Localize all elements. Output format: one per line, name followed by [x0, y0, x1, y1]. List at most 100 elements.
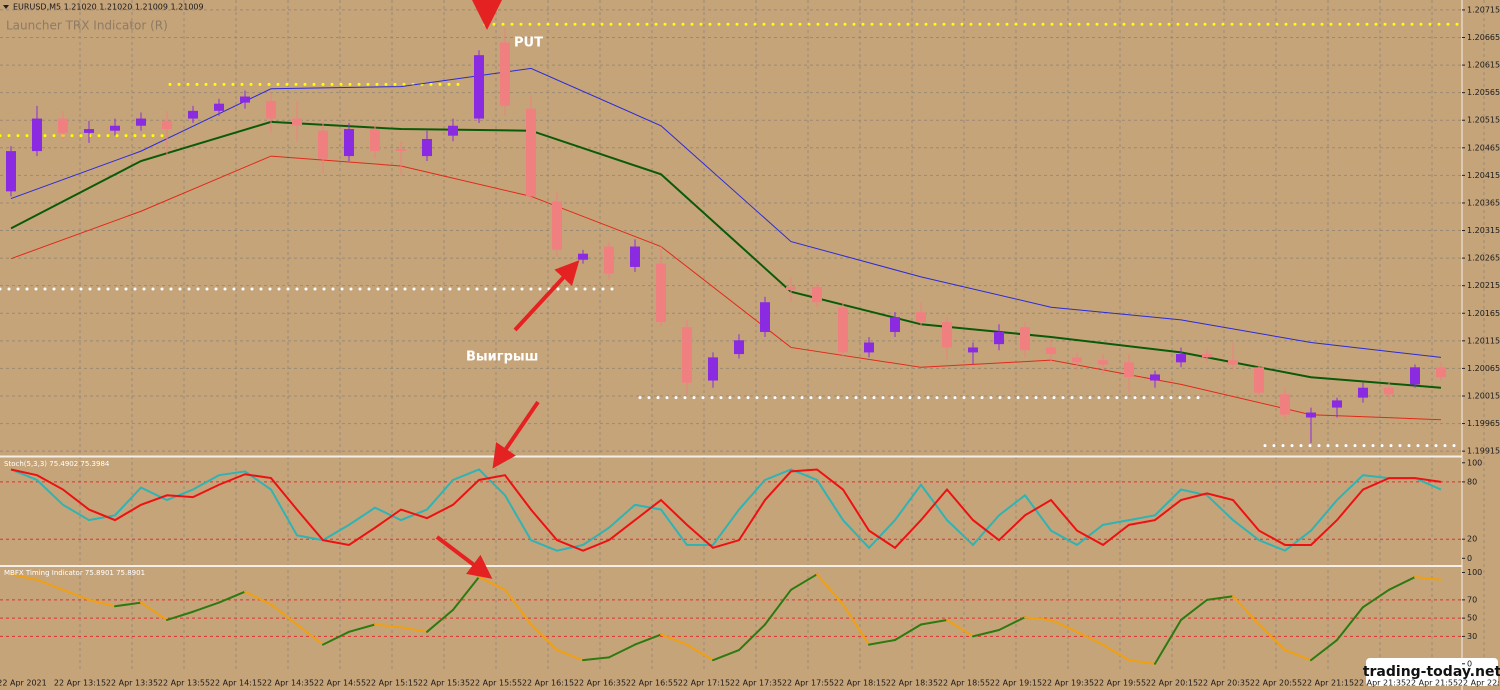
candle-body [84, 129, 94, 133]
x-tick-label: 22 Apr 17:55 [782, 679, 834, 688]
candle-body [1254, 367, 1264, 393]
indicator-segment [946, 618, 974, 638]
candle-body [760, 302, 770, 333]
indicator-segment [296, 623, 324, 646]
candle-body [734, 340, 744, 355]
candle-body [500, 42, 510, 106]
y-tick-label: 1.20365 [1467, 198, 1500, 207]
x-tick-label: 22 Apr 16:55 [626, 679, 678, 688]
y-tick-label: 1.20515 [1467, 116, 1500, 125]
y-tick-label: 1.20115 [1467, 336, 1500, 345]
y-tick-label: 1.20015 [1467, 391, 1500, 400]
indicator-segment [1024, 616, 1052, 621]
band-line [10, 155, 1442, 421]
y-tick-label: 1.19915 [1467, 447, 1500, 456]
indicator-segment [972, 629, 1000, 638]
indicator-segment [400, 626, 428, 633]
x-tick-label: 22 Apr 13:15 [54, 679, 106, 688]
y-tick-label: 1.19965 [1467, 419, 1500, 428]
candle-body [1384, 387, 1394, 395]
x-tick-label: 22 Apr 2021 [0, 679, 47, 688]
y-tick-label: 1.20565 [1467, 88, 1500, 97]
candle-body [188, 110, 198, 119]
indicator-title: MBFX Timing Indicator 75.8901 75.8901 [4, 569, 145, 577]
candle-body [422, 138, 432, 157]
x-tick-label: 22 Apr 17:35 [730, 679, 782, 688]
candle-body [1072, 357, 1082, 363]
indicator-segment [894, 623, 922, 642]
indicator-segment [1336, 606, 1364, 642]
indicator-segment [998, 616, 1026, 631]
candle-body [526, 108, 536, 197]
candle-body [448, 125, 458, 136]
indicator-segment [608, 643, 636, 659]
x-tick-label: 22 Apr 20:35 [1198, 679, 1250, 688]
candle-body [58, 118, 68, 133]
indicator-segment [218, 590, 246, 604]
y-tick-label: 0 [1467, 554, 1472, 563]
y-tick-label: 100 [1467, 458, 1482, 467]
indicator-segment [686, 643, 714, 662]
candle-body [6, 151, 16, 192]
candle-body [1124, 362, 1134, 378]
indicator-segment [36, 578, 64, 591]
candle-body [1020, 327, 1030, 351]
indicator-segment [1128, 659, 1156, 665]
x-tick-label: 22 Apr 16:35 [574, 679, 626, 688]
x-tick-label: 22 Apr 14:55 [314, 679, 366, 688]
candle-body [916, 312, 926, 323]
indicator-segment [478, 576, 506, 591]
candle-body [266, 100, 276, 119]
candle-body [396, 148, 406, 152]
candle-body [318, 130, 328, 159]
candle-body [864, 342, 874, 353]
candle-body [786, 286, 796, 291]
indicator-segment [374, 623, 402, 629]
indicator-segment [1284, 649, 1312, 662]
candle-body [32, 118, 42, 152]
x-tick-label: 22 Apr 21:55 [1406, 679, 1458, 688]
y-tick-label: 1.20615 [1467, 61, 1500, 70]
y-tick-label: 1.20465 [1467, 143, 1500, 152]
y-tick-label: 1.20715 [1467, 5, 1500, 14]
x-tick-label: 22 Apr 20:15 [1146, 679, 1198, 688]
candle-body [1150, 374, 1160, 381]
candle-body [1046, 347, 1056, 355]
candle-body [604, 246, 614, 274]
indicator-segment [166, 610, 194, 621]
x-tick-label: 22 Apr 19:35 [1042, 679, 1094, 688]
x-tick-label: 22 Apr 13:55 [158, 679, 210, 688]
y-tick-label: 70 [1467, 595, 1477, 604]
indicator-segment [1414, 576, 1442, 581]
candle-body [214, 103, 224, 111]
y-tick-label: 50 [1467, 614, 1477, 623]
annotation: Выигрыш [466, 350, 538, 365]
candle-body [578, 253, 588, 260]
x-tick-label: 22 Apr 14:35 [262, 679, 314, 688]
y-tick-label: 1.20315 [1467, 226, 1500, 235]
indicator-name: Launcher TRX Indicator (R) [6, 19, 168, 33]
indicator-segment [764, 588, 792, 626]
y-tick-label: 100 [1467, 568, 1482, 577]
candle-body [1306, 412, 1316, 418]
indicator-segment [712, 649, 740, 662]
indicator-segment [1206, 595, 1234, 601]
candle-body [1332, 400, 1342, 408]
indicator-segment [660, 633, 688, 646]
menu-icon[interactable] [3, 5, 9, 9]
x-tick-label: 22 Apr 15:35 [418, 679, 470, 688]
candle-body [890, 317, 900, 333]
candle-body [240, 96, 250, 103]
band-line [10, 67, 1442, 358]
indicator-segment [1180, 598, 1208, 621]
indicator-segment [530, 623, 558, 652]
candle-body [1436, 367, 1446, 378]
candle-body [838, 307, 848, 353]
candle-body [942, 322, 952, 348]
x-tick-label: 22 Apr 16:15 [522, 679, 574, 688]
candle-body [1202, 354, 1212, 358]
indicator-segment [868, 639, 896, 646]
indicator-segment [1232, 595, 1260, 626]
watermark: trading-today.net [1363, 664, 1500, 680]
